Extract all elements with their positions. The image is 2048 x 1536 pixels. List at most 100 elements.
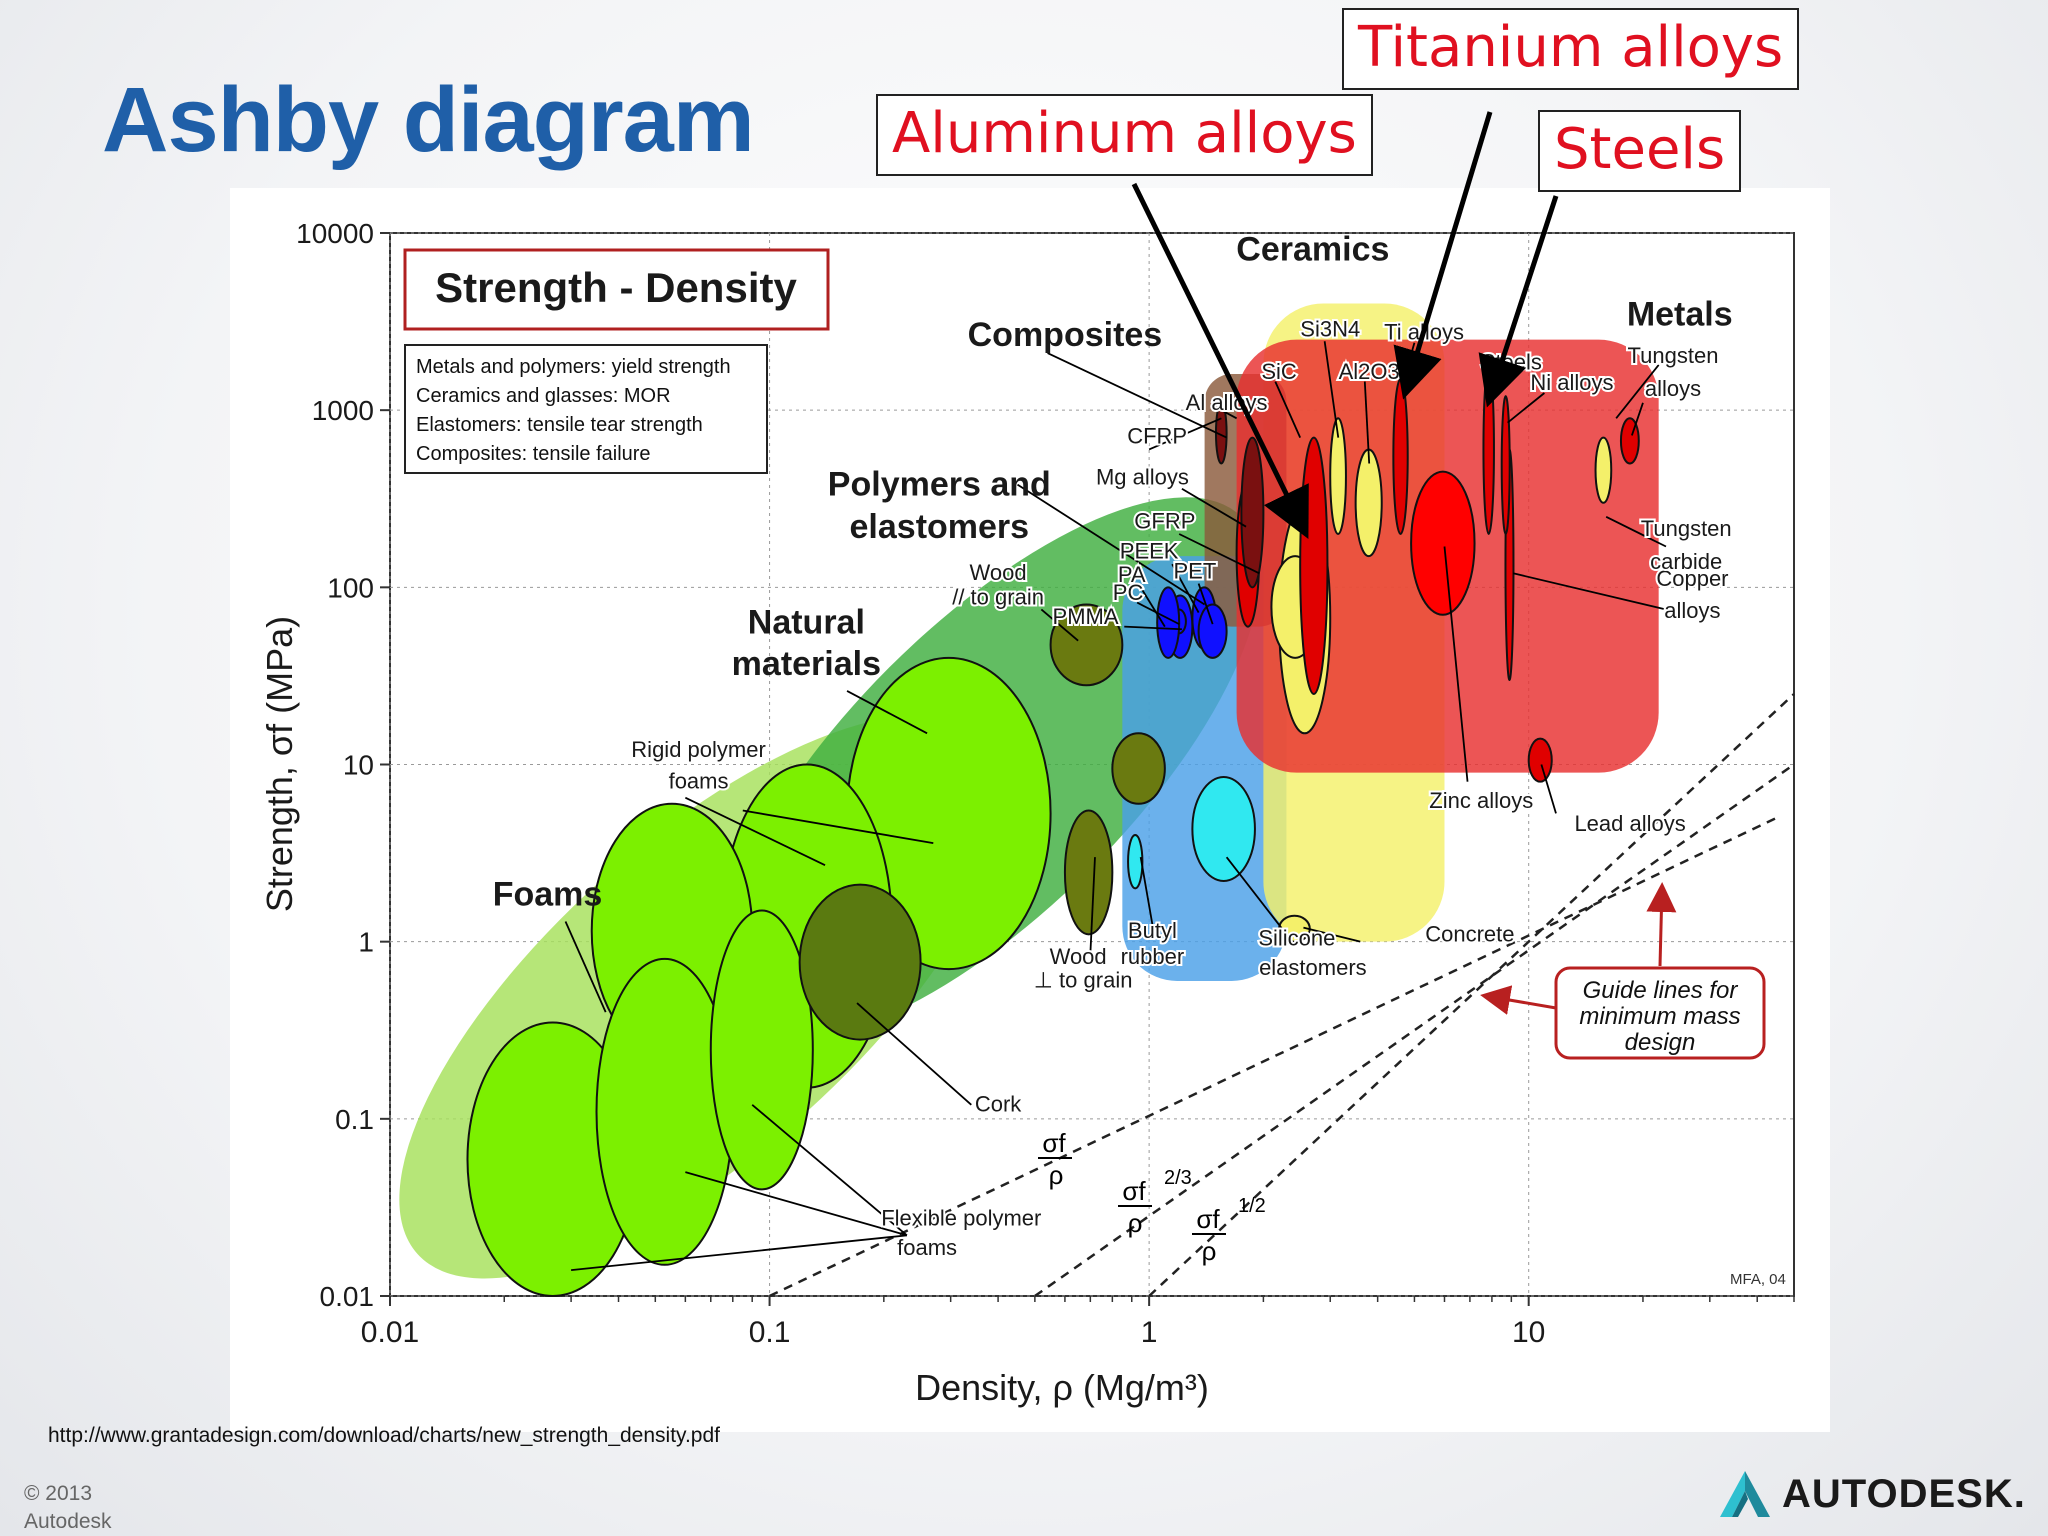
x-axis-label: Density, ρ (Mg/m³) xyxy=(915,1367,1209,1408)
label-mg-alloys: Mg alloys xyxy=(1096,465,1189,490)
copyright-year: © 2013 xyxy=(24,1482,93,1505)
leader-line xyxy=(1017,483,1206,606)
bubble-wood-to-grain xyxy=(1063,809,1114,936)
bubble-lead-alloys xyxy=(1527,737,1553,783)
guide-label-line: minimum mass xyxy=(1579,1003,1740,1030)
guide-slope-label-2: σf 2/3 ρ xyxy=(1118,1167,1192,1238)
svg-text:1/2: 1/2 xyxy=(1238,1195,1266,1217)
y-axis-label: Strength, σf (MPa) xyxy=(259,616,300,912)
svg-text:ρ: ρ xyxy=(1202,1236,1217,1266)
leader-line xyxy=(1089,857,1096,955)
label-polymers-and: Polymers and xyxy=(828,465,1051,503)
label-foams: foams xyxy=(897,1235,957,1260)
leader-line xyxy=(1197,583,1214,625)
leader-line xyxy=(685,1171,908,1237)
leader-line xyxy=(1631,402,1644,436)
bubble-cork xyxy=(798,883,922,1041)
ashby-chart: Ceramics Composites Metals Polymers and elas… xyxy=(230,188,1830,1432)
leader-line xyxy=(564,921,607,1013)
label-pet: PET xyxy=(1173,559,1216,584)
legend-line: Composites: tensile failure xyxy=(416,443,651,465)
label-natural: Natural xyxy=(748,603,865,641)
leader-line xyxy=(1605,516,1667,548)
leader-line xyxy=(684,796,826,867)
label-ni-alloys: Ni alloys xyxy=(1530,370,1613,395)
label-ceramics: Ceramics xyxy=(1236,230,1389,268)
label-sic: SiC xyxy=(1261,359,1297,384)
bubble-butyl-rubber xyxy=(1127,834,1144,890)
label-metals: Metals xyxy=(1627,296,1733,334)
label-elastomers: elastomers xyxy=(850,508,1030,546)
bubble-gfrp xyxy=(1240,436,1265,589)
chart-credit: MFA, 04 xyxy=(1730,1271,1786,1288)
legend-line: Ceramics and glasses: MOR xyxy=(416,385,671,407)
label-silicone: Silicone xyxy=(1258,926,1335,951)
guide-label-arrow xyxy=(1646,882,1677,967)
svg-text:σf: σf xyxy=(1122,1176,1146,1206)
label-zinc-alloys: Zinc alloys xyxy=(1429,788,1533,813)
bubble-tungsten-carbide xyxy=(1594,436,1613,504)
bubble-ni-alloys xyxy=(1500,395,1511,536)
guide-slope-label-3: σf 1/2 ρ xyxy=(1192,1195,1266,1266)
guide-label-line: design xyxy=(1625,1029,1696,1056)
bubble-flexible-polymer-foams xyxy=(709,909,814,1191)
label-tungsten: Tungsten xyxy=(1641,516,1732,541)
label-al-alloys: Al alloys xyxy=(1186,390,1268,415)
svg-text:ρ: ρ xyxy=(1128,1208,1143,1238)
leader-line xyxy=(1171,563,1200,614)
label-composites: Composites xyxy=(968,316,1163,354)
guide-line-2 xyxy=(1034,763,1795,1298)
bubble-al2o3 xyxy=(1354,448,1383,558)
bubble-steels xyxy=(1482,363,1495,536)
label-wood: Wood xyxy=(1050,944,1107,969)
ashby-chart-svg: Ceramics Composites Metals Polymers and elas… xyxy=(259,218,1795,1408)
chart-title: Strength - Density xyxy=(435,264,797,311)
label-to-grain: ⊥ to grain xyxy=(1034,968,1133,993)
chart-title-box xyxy=(403,248,830,331)
bubble-pa xyxy=(1156,586,1181,659)
legend-box xyxy=(404,344,768,474)
autodesk-wordmark: AUTODESK. xyxy=(1782,1471,2026,1516)
leader-line xyxy=(1443,546,1469,782)
bubble-si3n4 xyxy=(1329,417,1347,536)
label-to-grain: // to grain xyxy=(952,585,1044,610)
y-tick-label: 1000 xyxy=(312,395,374,426)
label-pc: PC xyxy=(1113,580,1144,605)
leader-line xyxy=(1225,856,1288,935)
material-bubbles xyxy=(466,363,1640,1298)
svg-text:ρ: ρ xyxy=(1049,1160,1064,1190)
leader-line xyxy=(1178,533,1260,575)
copyright-owner: Autodesk xyxy=(24,1510,112,1533)
copyright: © 2013 Autodesk xyxy=(24,1480,112,1536)
leader-line xyxy=(1139,586,1166,628)
label-rubber: rubber xyxy=(1121,944,1185,969)
leader-line xyxy=(1040,608,1079,642)
leader-line xyxy=(1139,856,1154,925)
label-ti-alloys: Ti alloys xyxy=(1384,320,1464,345)
leader-line xyxy=(1512,572,1667,611)
leader-line xyxy=(846,690,928,735)
x-tick-label: 0.1 xyxy=(749,1316,791,1349)
guide-label-line: Guide lines for xyxy=(1583,977,1739,1004)
bubble-silicone-elastomers xyxy=(1191,776,1256,883)
label-foams: Foams xyxy=(493,876,603,914)
label-si3n4: Si3N4 xyxy=(1300,317,1360,342)
label-alloys: alloys xyxy=(1645,376,1701,401)
label-wood: Wood xyxy=(970,560,1027,585)
annotations: Ceramics Composites Metals Polymers and elas… xyxy=(493,230,1734,1262)
label-foams: foams xyxy=(669,769,729,794)
leader-line xyxy=(1540,764,1557,814)
y-tick-label: 1 xyxy=(358,927,374,958)
label-concrete: Concrete xyxy=(1425,922,1514,947)
guide-label-arrow xyxy=(1480,985,1557,1015)
leader-line xyxy=(751,1104,908,1237)
leader-line xyxy=(1323,341,1340,438)
label-lead-alloys: Lead alloys xyxy=(1574,811,1685,836)
y-tick-label: 10 xyxy=(343,750,374,781)
bubble-flexible-polymer-foams xyxy=(595,957,734,1266)
label-gfrp: GFRP xyxy=(1134,508,1195,533)
label-butyl: Butyl xyxy=(1128,918,1177,943)
label-peek: PEEK xyxy=(1120,539,1179,564)
label-pmma: PMMA xyxy=(1053,604,1119,629)
callout-aluminum-alloys: Aluminum alloys xyxy=(876,94,1373,176)
